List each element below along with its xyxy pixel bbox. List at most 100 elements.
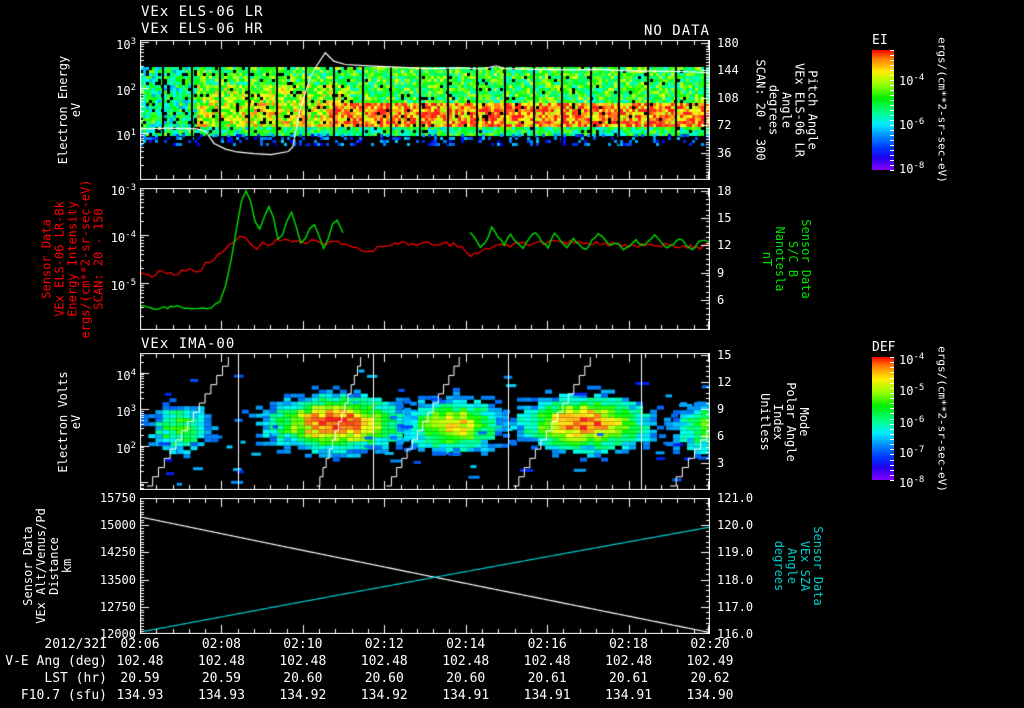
colorbar-tick [890, 418, 894, 420]
y-axis-tick-label-left: 103 [116, 404, 136, 420]
y-axis-tick-label-right: 119.0 [717, 545, 754, 560]
colorbar-tick-label: 10-7 [899, 444, 925, 460]
colorbar-tick [890, 362, 894, 364]
table-row-label: V-E Ang (deg) [5, 654, 107, 669]
y-axis-tick-label-left: 12000 [99, 627, 136, 641]
colorbar-tick [890, 454, 894, 456]
colorbar-tick-label: 10-8 [899, 475, 925, 490]
colorbar-tick [890, 125, 894, 126]
y-axis-tick-label-right: 9 [717, 401, 725, 416]
colorbar-tick [890, 145, 894, 146]
y-axis-tick-label-right: 3 [717, 455, 725, 470]
y-axis-tick-label-left: 104 [116, 367, 136, 383]
table-cell: 102.48 [197, 654, 245, 669]
panel2-line-plot-canvas [140, 188, 710, 330]
colorbar-gradient [872, 50, 894, 170]
table-cell: 102.48 [523, 654, 571, 669]
table-cell: 102.48 [605, 654, 653, 669]
y-axis-tick-label-right: 116.0 [717, 627, 754, 641]
y-axis-tick-label-left: 10-3 [110, 183, 136, 198]
colorbar-tick [890, 110, 894, 111]
y-axis-tick-label-left: 13500 [99, 572, 136, 587]
table-cell: 102.48 [279, 654, 327, 669]
colorbar-tick [890, 55, 894, 56]
colorbar-tick [890, 50, 894, 51]
colorbar-tick [890, 464, 894, 466]
table-cell: 134.93 [116, 688, 164, 703]
panel3-ima-spectrogram-canvas [140, 353, 710, 490]
y-axis-tick-label-right: 36 [717, 145, 732, 160]
colorbar-title: EI [872, 33, 888, 48]
table-cell: 20.61 [608, 671, 649, 686]
y-axis-tick-label-left: 12750 [99, 599, 136, 614]
y-axis-tick-label-left: 101 [116, 128, 136, 144]
table-cell: 102.48 [116, 654, 164, 669]
colorbar-tick [890, 382, 894, 384]
colorbar-tick [890, 105, 894, 106]
table-cell: 102.48 [442, 654, 490, 669]
time-tick-label: 02:06 [120, 637, 160, 652]
y-axis-tick-label-right: 9 [717, 265, 725, 280]
table-cell: 102.48 [360, 654, 408, 669]
time-tick-label: 02:10 [283, 637, 323, 652]
colorbar-tick [890, 60, 894, 61]
time-tick-label: 02:18 [608, 637, 649, 652]
colorbar-tick [890, 413, 894, 415]
y-axis-tick-label-left: 15750 [99, 491, 136, 505]
colorbar-tick [890, 150, 894, 151]
table-cell: 134.91 [605, 688, 653, 703]
time-tick-label: 02:12 [364, 637, 404, 652]
y-axis-tick-label-right: 12 [717, 374, 732, 389]
colorbar-tick-label: 10-4 [899, 73, 925, 89]
time-tick-label: 02:16 [527, 637, 567, 652]
y-axis-tick-label-left: 10-4 [110, 230, 136, 246]
table-cell: 134.91 [523, 688, 571, 703]
colorbar-tick [890, 160, 894, 161]
y-axis-tick-label-right: 180 [717, 36, 739, 51]
colorbar-tick [890, 90, 894, 91]
colorbar-tick-label: 10-6 [899, 117, 925, 132]
colorbar-tick [890, 444, 894, 446]
colorbar-tick [890, 367, 894, 369]
y-axis-tick-label-right: 120.0 [717, 518, 754, 533]
colorbar-tick [890, 130, 894, 131]
time-tick-label: 02:08 [201, 637, 241, 652]
colorbar-tick [890, 85, 894, 86]
colorbar-tick-label: 10-4 [899, 352, 925, 367]
colorbar-tick [890, 459, 894, 461]
colorbar-tick [890, 357, 894, 358]
panel1-title-lr: VEx ELS-06 LR [141, 4, 264, 20]
colorbar-tick [890, 155, 894, 156]
colorbar-tick [890, 115, 894, 116]
table-cell: 20.61 [527, 671, 567, 686]
colorbar-tick [890, 433, 894, 435]
table-cell: 134.91 [442, 688, 490, 703]
table-cell: 134.90 [686, 688, 734, 703]
table-cell: 20.60 [364, 671, 404, 686]
colorbar-tick [890, 480, 894, 481]
colorbar-tick [890, 469, 894, 471]
table-row-label: F10.7 (sfu) [20, 688, 107, 703]
table-cell: 20.60 [446, 671, 486, 686]
y-axis-tick-label-right: 117.0 [717, 599, 754, 614]
panel1-els-spectrogram-canvas [140, 40, 710, 180]
y-axis-tick-label-right: 118.0 [717, 572, 754, 587]
colorbar-tick [890, 65, 894, 66]
y-axis-tick-label-left: 14250 [99, 545, 136, 560]
y-axis-tick-label-right: 12 [717, 238, 732, 253]
table-cell: 20.60 [283, 671, 323, 686]
y-axis-tick-label-right: 6 [717, 292, 725, 307]
table-cell: 20.59 [120, 671, 160, 686]
colorbar-tick [890, 165, 894, 166]
time-tick-label: 02:20 [690, 637, 730, 652]
y-axis-tick-label-right: 18 [717, 183, 732, 198]
colorbar-tick [890, 428, 894, 430]
colorbar-tick [890, 392, 894, 394]
colorbar-title: DEF [872, 340, 896, 355]
y-axis-tick-label-left: 102 [116, 440, 136, 456]
y-axis-tick-label-left: 102 [116, 82, 136, 98]
colorbar-tick [890, 120, 894, 121]
colorbar-tick [890, 170, 894, 171]
colorbar-tick [890, 75, 894, 76]
